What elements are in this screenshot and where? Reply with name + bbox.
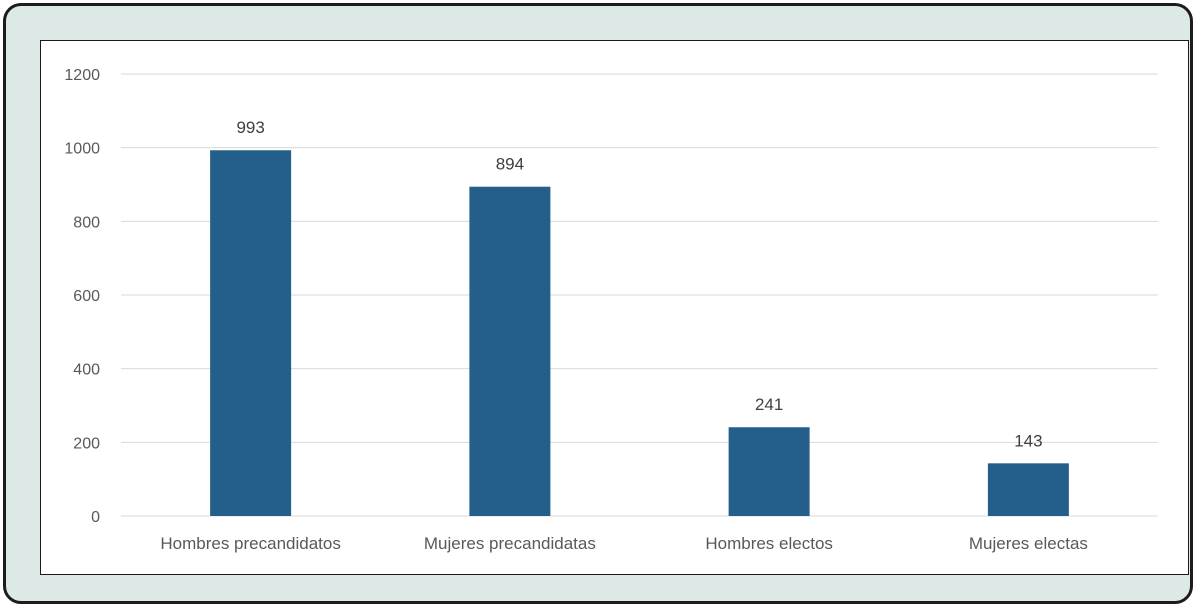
y-tick-label: 1200: [64, 67, 100, 84]
bar-value-label: 241: [755, 395, 783, 414]
bar: [728, 427, 810, 516]
x-axis-categories: Hombres precandidatos Mujeres precandidat…: [160, 534, 1088, 553]
bar: [210, 150, 292, 516]
y-tick-label: 0: [91, 509, 100, 526]
chart-panel: 0 200 400 600 800 1000 1200 Hombres precandida…: [40, 40, 1189, 575]
x-category-label: Hombres precandidatos: [160, 534, 340, 553]
y-tick-label: 200: [73, 435, 100, 452]
bar-value-label: 894: [496, 155, 524, 174]
data-labels: 993 894 241 143: [236, 118, 1042, 450]
bar-value-label: 993: [236, 118, 264, 137]
bars: [210, 150, 1069, 516]
y-tick-label: 600: [73, 288, 100, 305]
gridlines: [121, 73, 1158, 517]
x-category-label: Hombres electos: [705, 534, 833, 553]
bar-value-label: 143: [1014, 431, 1042, 450]
x-category-label: Mujeres electas: [969, 534, 1088, 553]
bar: [987, 463, 1069, 516]
y-axis-ticks: 0 200 400 600 800 1000 1200: [64, 67, 100, 526]
bar: [469, 186, 551, 516]
chart-frame: 0 200 400 600 800 1000 1200 Hombres precandida…: [3, 3, 1193, 604]
y-tick-label: 800: [73, 214, 100, 231]
y-tick-label: 400: [73, 362, 100, 379]
x-category-label: Mujeres precandidatas: [424, 534, 596, 553]
y-tick-label: 1000: [64, 141, 100, 158]
bar-chart: 0 200 400 600 800 1000 1200 Hombres precandida…: [64, 67, 1158, 553]
